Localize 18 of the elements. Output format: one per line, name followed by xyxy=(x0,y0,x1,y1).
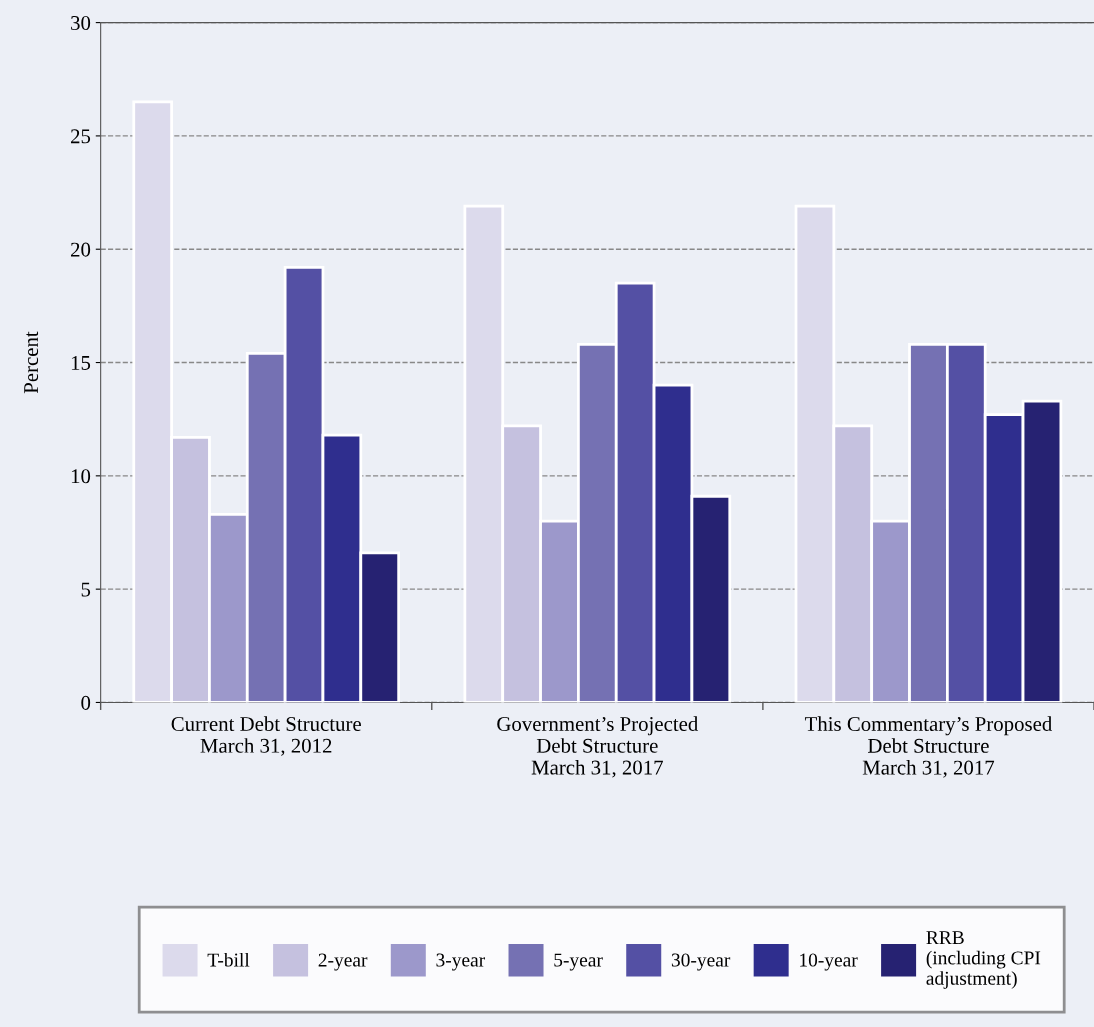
legend-label: 2-year xyxy=(318,953,368,971)
y-tick-label: 25 xyxy=(71,129,91,144)
x-tick-label: Government’s Projected Debt Structure March 31, 2017 xyxy=(497,716,699,778)
legend-label: RRB (including CPI adjustment) xyxy=(926,931,1041,989)
y-tick-label: 20 xyxy=(71,242,91,257)
x-tick-label: This Commentary’s Proposed Debt Structure March 31, 2017 xyxy=(804,716,1053,778)
y-tick-label: 10 xyxy=(71,469,91,484)
legend-label: T-bill xyxy=(207,952,250,967)
x-tick-label: Current Debt Structure March 31, 2012 xyxy=(171,716,361,756)
y-tick-label: 5 xyxy=(81,582,91,597)
legend-label: 30-year xyxy=(671,953,731,971)
y-tick-label: 0 xyxy=(81,695,91,710)
y-axis-title: Percent xyxy=(24,331,39,394)
legend-label: 3-year xyxy=(436,953,486,971)
y-tick-label: 30 xyxy=(71,15,91,31)
legend-label: 10-year xyxy=(800,953,858,971)
legend-label: 5-year xyxy=(554,953,603,971)
y-tick-label: 15 xyxy=(71,356,91,370)
